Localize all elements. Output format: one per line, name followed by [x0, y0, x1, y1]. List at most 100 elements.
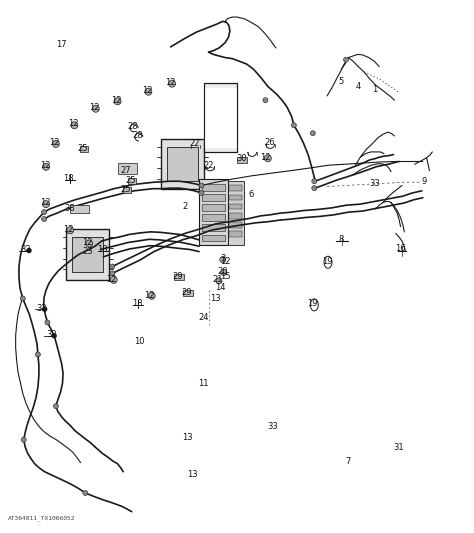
Text: 12: 12 — [64, 225, 74, 233]
Text: 33: 33 — [267, 422, 278, 431]
Text: 19: 19 — [322, 257, 332, 265]
Bar — [128, 178, 136, 184]
Circle shape — [312, 179, 317, 184]
Circle shape — [20, 296, 25, 301]
Text: 20: 20 — [218, 268, 228, 276]
Bar — [229, 204, 242, 209]
Circle shape — [92, 105, 99, 112]
Circle shape — [21, 437, 26, 442]
Circle shape — [52, 334, 56, 338]
Bar — [202, 235, 225, 241]
Text: 13: 13 — [182, 433, 192, 441]
Bar — [229, 231, 242, 237]
Text: 7: 7 — [346, 457, 351, 465]
Text: AT364811_TX1066052: AT364811_TX1066052 — [8, 515, 75, 521]
Text: 32: 32 — [36, 304, 47, 312]
Bar — [202, 184, 225, 191]
Circle shape — [42, 209, 46, 215]
Bar — [204, 83, 237, 152]
Text: 31: 31 — [393, 443, 403, 452]
Circle shape — [263, 98, 268, 103]
Text: 25: 25 — [120, 185, 131, 193]
Text: 32: 32 — [46, 330, 56, 339]
Text: 19: 19 — [308, 300, 318, 308]
Bar — [199, 179, 228, 245]
Text: 28: 28 — [132, 132, 143, 140]
Bar — [202, 204, 225, 211]
Text: 29: 29 — [181, 288, 191, 296]
Circle shape — [83, 490, 88, 496]
Bar — [202, 224, 225, 231]
Text: 18: 18 — [97, 245, 107, 254]
Circle shape — [312, 185, 317, 191]
Circle shape — [67, 227, 73, 234]
Bar — [118, 163, 137, 174]
Text: 12: 12 — [111, 96, 121, 104]
Text: 6: 6 — [248, 190, 254, 199]
Circle shape — [43, 307, 46, 311]
Text: 12: 12 — [40, 198, 50, 207]
Bar — [174, 274, 184, 280]
Text: 9: 9 — [421, 177, 427, 185]
Circle shape — [199, 190, 204, 196]
Circle shape — [264, 155, 271, 162]
Text: 33: 33 — [369, 180, 380, 188]
Circle shape — [110, 264, 115, 269]
Text: 12: 12 — [49, 139, 60, 147]
Circle shape — [216, 278, 222, 284]
Text: 16: 16 — [395, 245, 406, 253]
Text: 5: 5 — [338, 77, 344, 85]
Circle shape — [43, 163, 49, 171]
Text: 12: 12 — [260, 153, 271, 161]
Bar — [182, 290, 193, 296]
Text: 32: 32 — [21, 245, 31, 254]
Text: 15: 15 — [220, 272, 230, 280]
Bar — [66, 229, 109, 280]
Circle shape — [43, 200, 49, 208]
Circle shape — [86, 240, 92, 247]
Text: 14: 14 — [215, 284, 226, 292]
Text: 4: 4 — [355, 82, 361, 91]
Circle shape — [110, 276, 117, 284]
Bar — [228, 181, 244, 245]
Text: 12: 12 — [220, 257, 230, 265]
Text: 12: 12 — [68, 119, 79, 128]
Polygon shape — [204, 88, 237, 147]
Circle shape — [27, 248, 31, 253]
Text: 38: 38 — [65, 205, 75, 213]
Text: 2: 2 — [182, 203, 188, 211]
Text: 12: 12 — [106, 276, 117, 284]
Circle shape — [292, 123, 296, 128]
Text: 28: 28 — [128, 123, 138, 131]
Circle shape — [220, 256, 226, 263]
Bar — [70, 205, 89, 213]
Text: 10: 10 — [135, 337, 145, 345]
Text: 18: 18 — [64, 174, 74, 183]
Circle shape — [53, 140, 59, 148]
Circle shape — [221, 269, 227, 276]
Bar — [81, 146, 88, 152]
Text: 13: 13 — [210, 294, 221, 303]
Text: 1: 1 — [372, 85, 377, 94]
Circle shape — [169, 80, 175, 87]
Circle shape — [71, 122, 78, 129]
Text: 29: 29 — [173, 272, 183, 280]
Text: 12: 12 — [144, 292, 155, 300]
Text: 8: 8 — [338, 236, 344, 244]
Text: 12: 12 — [165, 78, 176, 87]
Text: 30: 30 — [237, 155, 247, 163]
Bar — [229, 222, 242, 228]
Bar — [229, 213, 242, 219]
Text: 21: 21 — [213, 276, 223, 284]
Bar — [237, 157, 247, 163]
Circle shape — [110, 271, 115, 276]
Text: 12: 12 — [90, 103, 100, 112]
Bar — [229, 195, 242, 200]
Circle shape — [199, 183, 204, 188]
Text: 25: 25 — [125, 176, 136, 184]
Bar — [202, 194, 225, 201]
Text: 12: 12 — [142, 86, 152, 95]
Text: 22: 22 — [189, 140, 200, 148]
Text: 18: 18 — [132, 300, 143, 308]
Text: 12: 12 — [82, 238, 93, 247]
